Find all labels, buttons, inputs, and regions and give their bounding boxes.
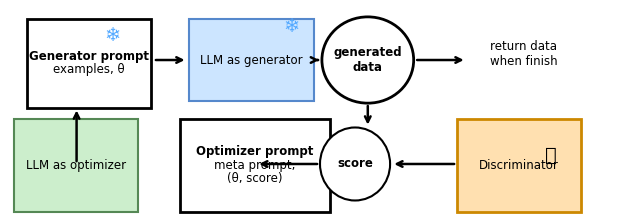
- FancyBboxPatch shape: [189, 19, 314, 101]
- Text: meta prompt,: meta prompt,: [214, 159, 296, 172]
- Text: Discriminator: Discriminator: [479, 159, 559, 172]
- Text: 🔥: 🔥: [545, 146, 557, 165]
- FancyBboxPatch shape: [27, 19, 151, 108]
- Text: Generator prompt: Generator prompt: [29, 50, 149, 63]
- FancyBboxPatch shape: [457, 119, 581, 211]
- Text: ❄: ❄: [283, 17, 300, 36]
- Text: (θ, score): (θ, score): [227, 172, 282, 185]
- Ellipse shape: [320, 127, 390, 200]
- Text: LLM as generator: LLM as generator: [200, 54, 303, 67]
- FancyBboxPatch shape: [180, 119, 330, 211]
- Text: examples, θ: examples, θ: [53, 63, 125, 76]
- Text: ❄: ❄: [105, 26, 121, 45]
- Text: score: score: [337, 157, 373, 170]
- Text: generated
data: generated data: [333, 46, 402, 74]
- Text: return data
when finish: return data when finish: [490, 41, 557, 69]
- Text: LLM as optimizer: LLM as optimizer: [26, 159, 126, 172]
- Ellipse shape: [322, 17, 413, 103]
- Text: Optimizer prompt: Optimizer prompt: [196, 145, 314, 158]
- FancyBboxPatch shape: [14, 119, 138, 211]
